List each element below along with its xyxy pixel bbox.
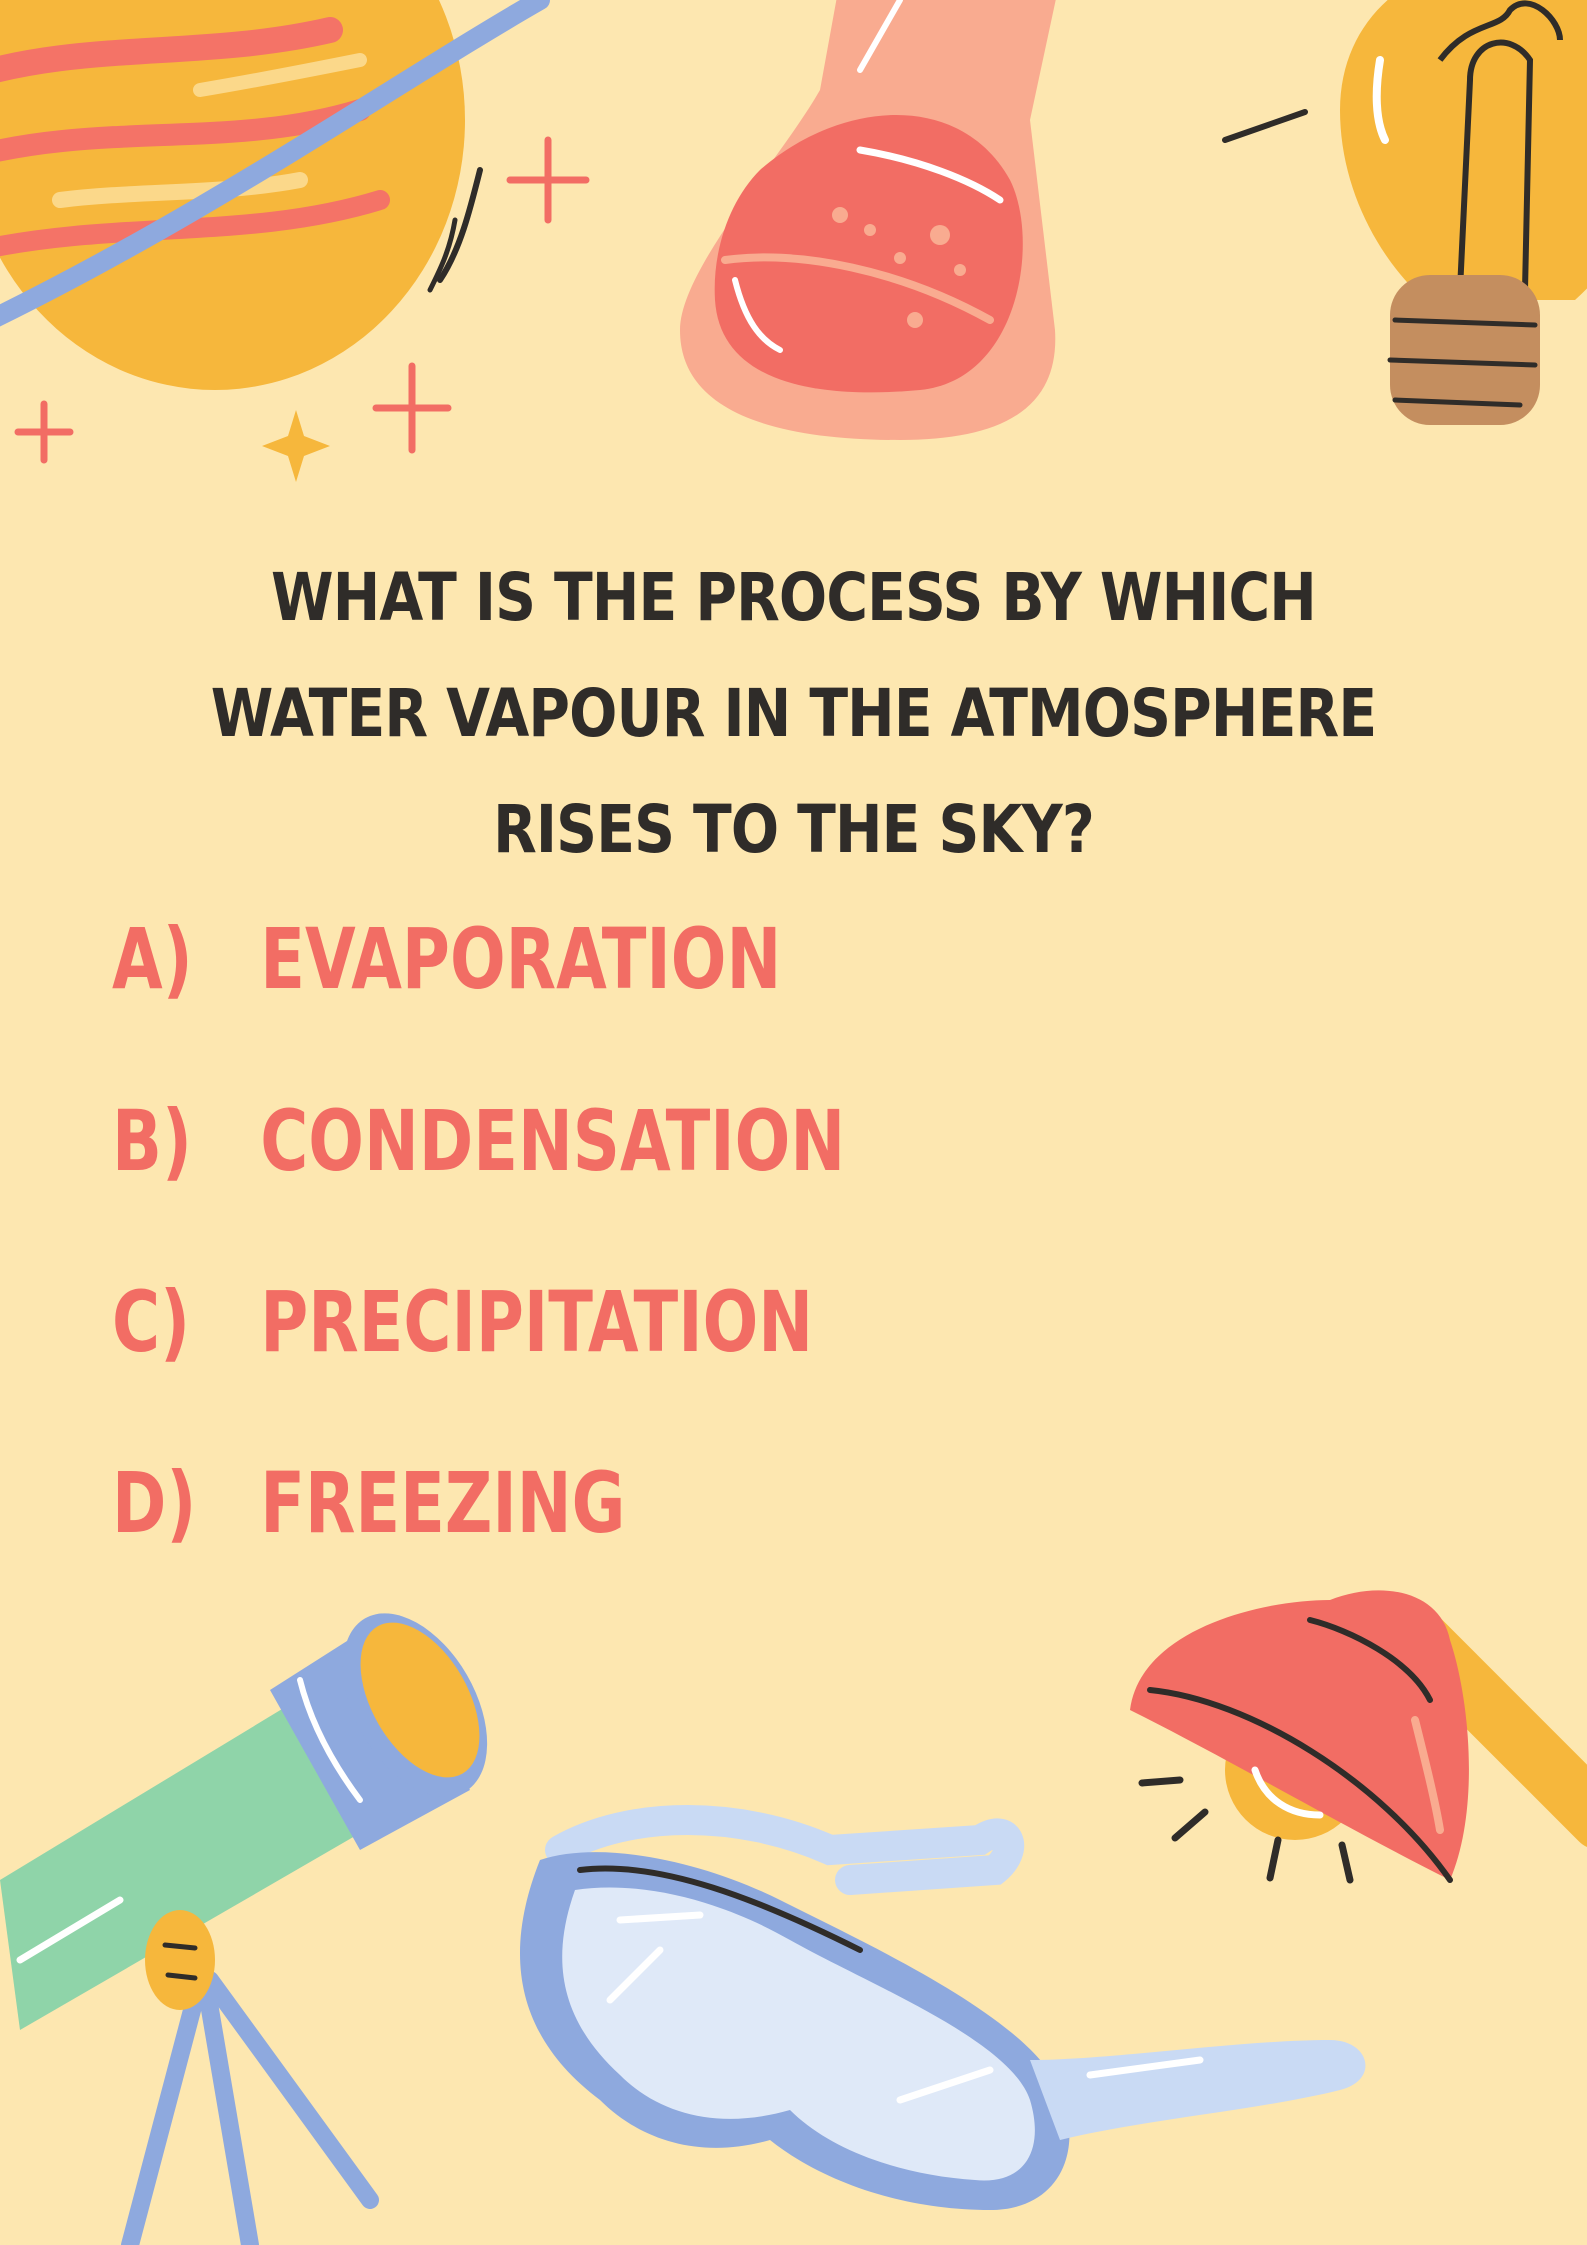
option-a[interactable]: A) EVAPORATION <box>112 894 970 1024</box>
question-text: WHAT IS THE PROCESS BY WHICH WATER VAPOU… <box>210 559 1377 868</box>
option-c-text: PRECIPITATION <box>260 1273 814 1371</box>
option-a-text: EVAPORATION <box>260 910 782 1008</box>
planet-icon <box>0 0 550 390</box>
option-c[interactable]: C) PRECIPITATION <box>112 1257 970 1387</box>
option-c-letter: C) <box>112 1273 191 1371</box>
lightbulb-icon <box>1222 0 1587 425</box>
option-d-text: FREEZING <box>260 1454 626 1552</box>
option-b-letter: B) <box>112 1092 192 1190</box>
telescope-icon <box>0 1613 488 2245</box>
option-d-letter: D) <box>112 1454 197 1552</box>
option-a-letter: A) <box>112 910 193 1008</box>
sparkle-icon <box>262 410 330 482</box>
option-d[interactable]: D) FREEZING <box>112 1438 970 1568</box>
option-b-text: CONDENSATION <box>260 1092 846 1190</box>
flask-icon <box>680 0 1056 440</box>
lamp-icon <box>1130 1590 1587 1884</box>
option-b[interactable]: B) CONDENSATION <box>112 1076 970 1206</box>
goggles-icon <box>520 1805 1366 2210</box>
sparkle-icon <box>14 136 590 464</box>
